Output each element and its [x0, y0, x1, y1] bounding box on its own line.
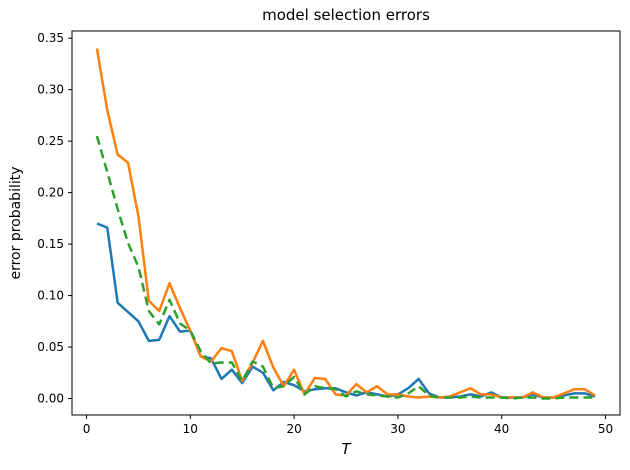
series-blue	[96, 222, 596, 399]
y-tick-label: 0.20	[37, 186, 64, 200]
x-tick-label: 10	[183, 422, 198, 436]
x-axis-label: T	[341, 440, 351, 458]
y-tick-label: 0.00	[37, 392, 64, 406]
x-tick-label: 50	[598, 422, 613, 436]
y-tick-label: 0.25	[37, 134, 64, 148]
series-green-dashed	[95, 135, 596, 400]
y-tick-label: 0.10	[37, 289, 64, 303]
x-tick-label: 30	[390, 422, 405, 436]
y-tick-label: 0.35	[37, 31, 64, 45]
plot-spines	[71, 30, 621, 416]
x-tick-label: 40	[494, 422, 509, 436]
y-tick-label: 0.05	[37, 340, 64, 354]
y-tick-label: 0.15	[37, 237, 64, 251]
x-tick-label: 0	[83, 422, 91, 436]
y-tick-label: 0.30	[37, 83, 64, 97]
series-orange	[95, 48, 596, 399]
x-tick-label: 20	[286, 422, 301, 436]
chart-title: model selection errors	[262, 6, 430, 24]
